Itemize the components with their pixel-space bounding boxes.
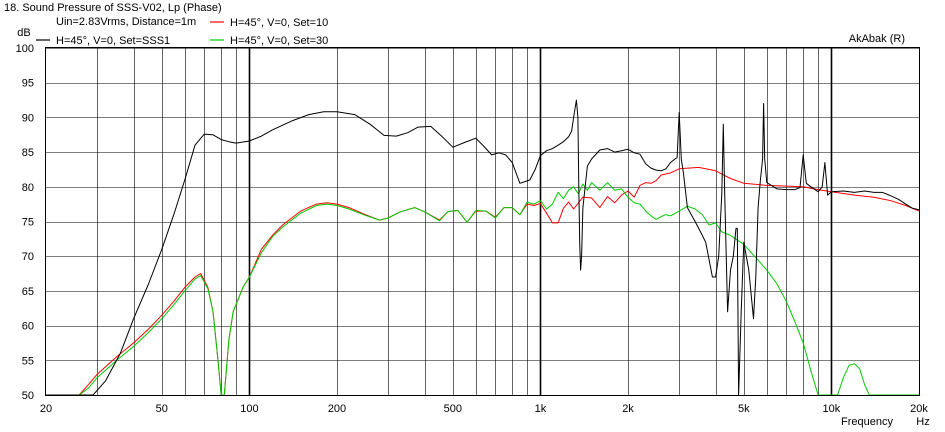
y-tick-label: 60 [22, 321, 34, 333]
legend-label: H=45°, V=0, Set=SSS1 [56, 35, 170, 47]
watermark: AkAbak (R) [849, 33, 905, 45]
x-tick-label: 20k [910, 403, 928, 415]
x-tick-label: 50 [156, 403, 168, 415]
tick-labels: 50 55 60 65 70 75 80 85 90 95 100 20 50 100 200 500 1k 2k… [16, 43, 929, 415]
y-tick-label: 75 [22, 217, 34, 229]
x-tick-label: 100 [240, 403, 258, 415]
legend-label: H=45°, V=0, Set=30 [230, 35, 328, 47]
series-line-1 [46, 166, 920, 396]
series-line-2 [46, 182, 919, 396]
x-tick-label: 500 [444, 403, 462, 415]
y-tick-label: 85 [22, 147, 34, 159]
plot-frame [45, 47, 920, 396]
series-line-0 [46, 99, 920, 396]
y-tick-label: 90 [22, 112, 34, 124]
y-tick-label: 70 [22, 251, 34, 263]
grid [46, 48, 919, 396]
y-tick-label: 55 [22, 355, 34, 367]
chart-subtitle: Uin=2.83Vrms, Distance=1m [56, 16, 196, 28]
x-tick-label: 20 [40, 403, 52, 415]
x-tick-label: 1k [535, 403, 547, 415]
legend: H=45°, V=0, Set=SSS1 H=45°, V=0, Set=10 H=… [36, 17, 328, 47]
x-tick-label: 200 [328, 403, 346, 415]
y-tick-label: 50 [22, 390, 34, 402]
x-axis-label: Frequency [841, 416, 893, 428]
x-tick-label: 5k [738, 403, 750, 415]
y-tick-label: 65 [22, 286, 34, 298]
y-axis-label: dB [17, 27, 30, 39]
x-tick-label: 10k [823, 403, 841, 415]
y-tick-label: 100 [16, 43, 34, 55]
series-group [46, 99, 920, 396]
y-tick-label: 95 [22, 78, 34, 90]
y-tick-label: 80 [22, 182, 34, 194]
legend-label: H=45°, V=0, Set=10 [230, 17, 328, 29]
chart-title: 18. Sound Pressure of SSS-V02, Lp (Phase… [4, 2, 222, 14]
x-tick-label: 2k [622, 403, 634, 415]
x-axis-unit: Hz [916, 416, 929, 428]
